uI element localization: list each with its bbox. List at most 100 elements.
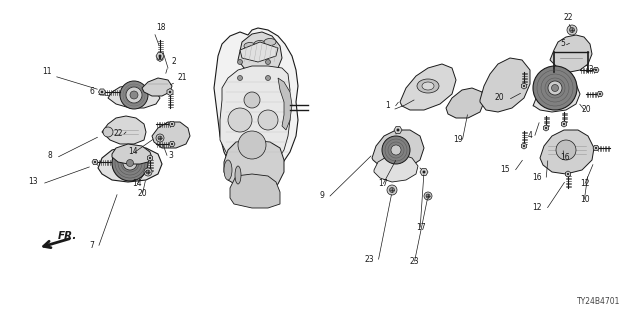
Circle shape xyxy=(266,60,271,65)
Polygon shape xyxy=(169,141,175,147)
Polygon shape xyxy=(540,130,594,174)
Polygon shape xyxy=(565,171,571,177)
Ellipse shape xyxy=(244,43,256,50)
Text: 10: 10 xyxy=(580,196,589,204)
Polygon shape xyxy=(92,159,98,164)
Polygon shape xyxy=(278,78,292,130)
Polygon shape xyxy=(99,89,106,95)
Circle shape xyxy=(159,55,161,57)
Circle shape xyxy=(570,28,575,33)
Polygon shape xyxy=(394,126,402,133)
Polygon shape xyxy=(169,121,175,127)
Text: 1: 1 xyxy=(385,101,390,110)
Text: 23: 23 xyxy=(364,255,374,265)
Polygon shape xyxy=(480,58,530,112)
Circle shape xyxy=(391,145,401,155)
Circle shape xyxy=(563,123,565,125)
Circle shape xyxy=(228,108,252,132)
Text: 21: 21 xyxy=(178,74,188,83)
Circle shape xyxy=(595,147,597,149)
Circle shape xyxy=(120,81,148,109)
Circle shape xyxy=(103,127,113,137)
Circle shape xyxy=(533,66,577,110)
Circle shape xyxy=(156,134,164,142)
Polygon shape xyxy=(147,155,152,161)
Circle shape xyxy=(556,140,576,160)
Text: 12: 12 xyxy=(580,180,589,188)
Polygon shape xyxy=(220,66,290,168)
Circle shape xyxy=(548,81,562,95)
Text: 2: 2 xyxy=(172,58,177,67)
Circle shape xyxy=(159,57,161,59)
Text: 3: 3 xyxy=(168,151,173,161)
Text: TY24B4701: TY24B4701 xyxy=(577,298,620,307)
Ellipse shape xyxy=(422,82,434,90)
Circle shape xyxy=(123,156,137,170)
Text: 13: 13 xyxy=(584,66,594,75)
Text: 19: 19 xyxy=(453,135,463,145)
Polygon shape xyxy=(102,116,146,144)
Text: 20: 20 xyxy=(494,93,504,102)
Circle shape xyxy=(599,93,601,95)
Circle shape xyxy=(126,87,142,103)
Polygon shape xyxy=(142,78,172,96)
Circle shape xyxy=(171,123,173,125)
Polygon shape xyxy=(374,154,418,182)
Text: 22: 22 xyxy=(564,13,573,22)
Circle shape xyxy=(101,91,103,93)
Circle shape xyxy=(424,192,432,200)
Circle shape xyxy=(94,161,96,163)
Polygon shape xyxy=(230,174,280,208)
Polygon shape xyxy=(593,145,599,151)
Circle shape xyxy=(158,136,162,140)
Polygon shape xyxy=(533,80,580,112)
Text: 6: 6 xyxy=(90,87,95,97)
Circle shape xyxy=(382,136,410,164)
Text: FR.: FR. xyxy=(58,231,77,241)
Polygon shape xyxy=(157,54,163,61)
Text: 11: 11 xyxy=(42,68,52,76)
Circle shape xyxy=(545,127,547,129)
Circle shape xyxy=(130,91,138,99)
Text: 8: 8 xyxy=(47,151,52,161)
Text: 5: 5 xyxy=(560,39,565,49)
Circle shape xyxy=(127,159,134,166)
Circle shape xyxy=(149,157,151,159)
Circle shape xyxy=(169,91,171,93)
Ellipse shape xyxy=(264,38,276,45)
Circle shape xyxy=(237,76,243,81)
Circle shape xyxy=(523,145,525,147)
Polygon shape xyxy=(593,68,599,73)
Polygon shape xyxy=(152,122,190,148)
Text: 17: 17 xyxy=(378,180,388,188)
Polygon shape xyxy=(372,130,424,170)
Ellipse shape xyxy=(224,160,232,180)
Polygon shape xyxy=(240,42,278,62)
Circle shape xyxy=(244,92,260,108)
Text: 13: 13 xyxy=(28,178,38,187)
Text: 23: 23 xyxy=(410,258,420,267)
Polygon shape xyxy=(561,121,566,127)
Polygon shape xyxy=(597,92,603,97)
Text: 9: 9 xyxy=(319,191,324,201)
Circle shape xyxy=(144,168,152,176)
Text: 22: 22 xyxy=(113,130,123,139)
Circle shape xyxy=(567,173,569,175)
Circle shape xyxy=(146,170,150,174)
Circle shape xyxy=(423,171,425,173)
Circle shape xyxy=(387,185,397,195)
Circle shape xyxy=(552,84,559,92)
Circle shape xyxy=(112,145,148,181)
Circle shape xyxy=(595,69,597,71)
Polygon shape xyxy=(238,32,282,72)
Polygon shape xyxy=(214,28,298,176)
Ellipse shape xyxy=(417,79,439,93)
Text: 14: 14 xyxy=(132,180,141,188)
Text: 14: 14 xyxy=(128,148,138,156)
Circle shape xyxy=(237,60,243,65)
Circle shape xyxy=(523,85,525,87)
Text: 7: 7 xyxy=(90,242,95,251)
Polygon shape xyxy=(400,64,456,110)
Polygon shape xyxy=(446,88,484,118)
Text: 4: 4 xyxy=(527,132,532,140)
